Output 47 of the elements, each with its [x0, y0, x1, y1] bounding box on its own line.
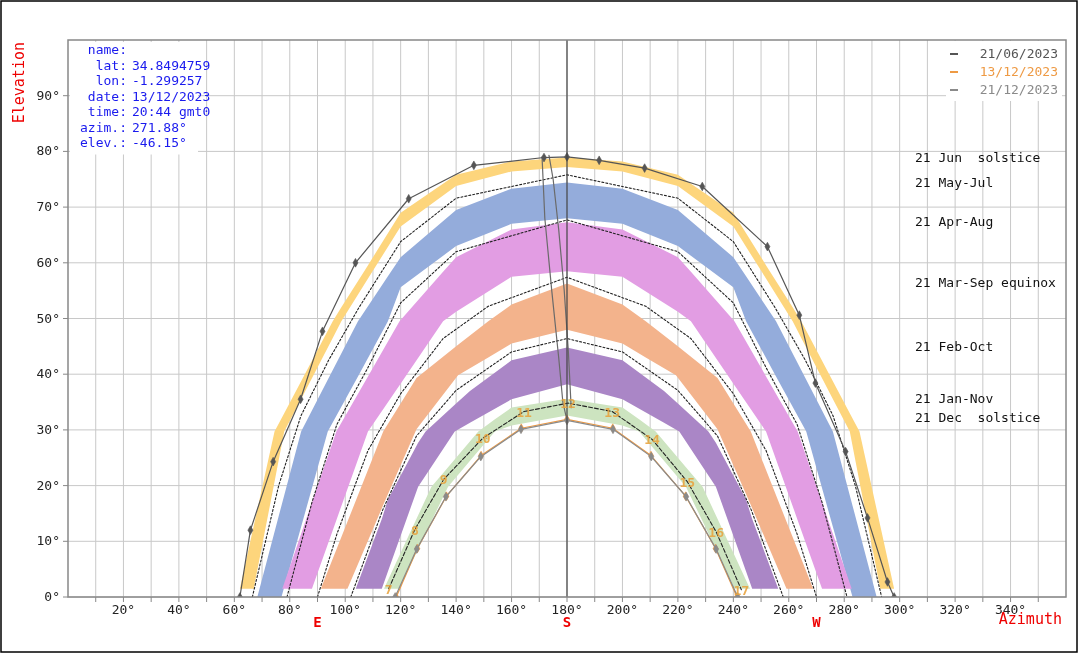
- legend-label: 21/12/2023: [979, 82, 1058, 97]
- x-tick-label: 60°: [222, 602, 247, 617]
- annotation: 16: [708, 524, 725, 540]
- text: S: [562, 614, 572, 630]
- y-tick-label: 0°: [44, 589, 60, 604]
- y-tick-label: 60°: [36, 254, 60, 270]
- annotation: 21 May-Jul: [915, 174, 994, 190]
- annotation: 10: [474, 431, 491, 447]
- legend-label: 13/12/2023: [979, 64, 1058, 79]
- x-tick-label: 240°: [717, 602, 749, 617]
- annotation: 14: [644, 432, 661, 448]
- y-tick-label: 50°: [36, 310, 60, 326]
- legend-label: 21/06/2023: [979, 46, 1058, 61]
- x-tick-label: 80°: [278, 602, 302, 617]
- x-tick-label: 100°: [329, 602, 361, 617]
- x-tick-label: 300°: [884, 602, 916, 617]
- text: name: lat: 34.8494759 lon: -1.299257 date: 13/12/2023 time: 20:44 gmt0 azim.: 271.88° elev.: -46.15°: [80, 42, 211, 150]
- annotation: 21 Apr-Aug: [915, 214, 994, 230]
- x-tick-label: 160°: [495, 602, 528, 617]
- annotation: 7: [384, 581, 393, 597]
- x-tick-label: 320°: [939, 602, 971, 617]
- annotation: 15: [679, 474, 696, 490]
- y-tick-label: 30°: [36, 421, 60, 437]
- annotation: 21 Jan-Nov: [915, 390, 994, 406]
- text: E: [313, 614, 322, 630]
- x-tick-label: 140°: [440, 602, 472, 617]
- annotation: 21 Jun solstice: [915, 149, 1041, 165]
- x-tick-label: 200°: [606, 602, 639, 617]
- x-tick-label: 220°: [662, 602, 694, 617]
- annotation: 9: [439, 472, 448, 488]
- y-axis-title: Elevation: [10, 42, 28, 124]
- annotation: 21 Dec solstice: [915, 409, 1041, 425]
- y-tick-label: 70°: [36, 199, 60, 215]
- annotation: 21 Feb-Oct: [915, 339, 994, 355]
- y-tick-label: 90°: [36, 87, 60, 103]
- x-tick-label: 280°: [828, 602, 860, 617]
- y-tick-label: 40°: [36, 366, 60, 382]
- y-tick-label: 80°: [36, 143, 60, 159]
- text: W: [812, 614, 822, 630]
- annotation: 21 Mar-Sep equinox: [915, 275, 1057, 291]
- x-tick-label: 260°: [773, 602, 805, 617]
- x-tick-label: 120°: [385, 602, 417, 617]
- x-tick-label: 180°: [551, 602, 583, 617]
- x-tick-label: 40°: [167, 602, 191, 617]
- x-tick-label: 20°: [111, 602, 136, 617]
- y-tick-label: 10°: [36, 533, 60, 549]
- y-tick-label: 20°: [36, 477, 60, 493]
